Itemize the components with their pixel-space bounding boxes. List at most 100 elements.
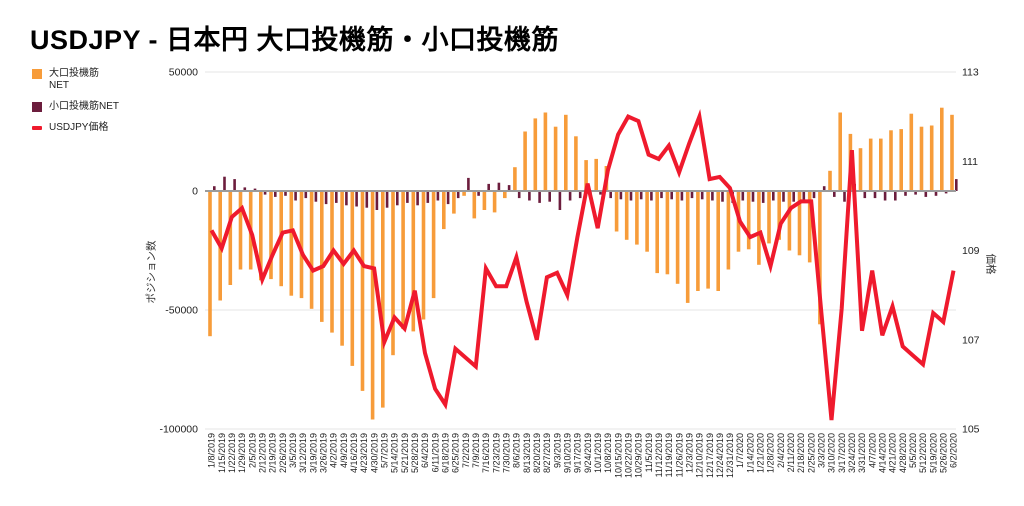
bar-large-spec xyxy=(452,191,456,214)
bar-small-spec xyxy=(426,191,430,203)
bar-small-spec xyxy=(914,191,917,195)
bar-small-spec xyxy=(507,185,511,191)
bar-small-spec xyxy=(751,191,755,202)
x-axis-date-label: 12/24/2019 xyxy=(715,433,725,478)
x-axis-date-label: 2/25/2020 xyxy=(806,433,816,473)
x-axis-date-label: 2/12/2019 xyxy=(258,433,268,473)
bar-large-spec xyxy=(828,170,832,191)
bar-large-spec xyxy=(807,191,812,263)
legend-swatch-large-spec-icon xyxy=(32,69,42,79)
x-axis-date-label: 2/18/2020 xyxy=(796,433,806,473)
bar-small-spec xyxy=(721,191,724,202)
bar-large-spec xyxy=(238,191,243,270)
bar-large-spec xyxy=(777,191,781,240)
bar-small-spec xyxy=(335,191,338,203)
bar-small-spec xyxy=(436,191,440,201)
bar-small-spec xyxy=(904,191,907,196)
x-axis-date-label: 3/12/2019 xyxy=(298,433,308,473)
x-axis-date-label: 10/15/2019 xyxy=(613,433,623,478)
bar-small-spec xyxy=(619,191,623,200)
x-axis-date-label: 4/9/2019 xyxy=(339,433,349,468)
x-axis-date-label: 1/8/2019 xyxy=(207,433,217,468)
x-axis-date-label: 4/14/2020 xyxy=(878,433,888,473)
bar-small-spec xyxy=(548,191,551,202)
bar-large-spec xyxy=(940,107,944,191)
bar-large-spec xyxy=(533,118,538,191)
x-axis-date-label: 1/22/2019 xyxy=(227,433,237,473)
x-axis-date-label: 5/21/2019 xyxy=(400,433,410,473)
bar-small-spec xyxy=(711,191,714,201)
x-axis-date-label: 4/2/2019 xyxy=(329,433,339,468)
bar-small-spec xyxy=(406,191,409,203)
bar-small-spec xyxy=(467,177,470,191)
x-axis-date-label: 7/9/2019 xyxy=(471,433,481,468)
x-axis-date-label: 1/21/2020 xyxy=(756,433,766,473)
bar-large-spec xyxy=(289,191,294,296)
x-axis-date-label: 10/22/2019 xyxy=(623,433,633,478)
bar-large-spec xyxy=(320,191,324,322)
x-axis-date-label: 9/24/2019 xyxy=(583,433,593,473)
bar-large-spec xyxy=(929,125,934,191)
x-axis-date-label: 11/26/2019 xyxy=(674,433,684,477)
bar-small-spec xyxy=(802,191,806,203)
bar-large-spec xyxy=(818,191,822,325)
bar-small-spec xyxy=(477,191,480,196)
x-axis-date-label: 4/16/2019 xyxy=(349,433,359,473)
bar-large-spec xyxy=(838,112,842,191)
legend-label-large-spec: 大口投機筋 NET xyxy=(49,68,99,91)
bar-large-spec xyxy=(696,191,700,291)
bar-small-spec xyxy=(385,191,389,208)
x-axis-date-label: 4/23/2019 xyxy=(359,433,369,473)
x-axis-date-label: 5/28/2019 xyxy=(410,433,420,473)
bar-large-spec xyxy=(635,191,639,245)
bar-large-spec xyxy=(614,191,619,232)
legend-item-price: USDJPY価格 xyxy=(32,122,119,134)
x-axis-date-label: 9/10/2019 xyxy=(563,433,573,473)
x-axis-date-label: 9/17/2019 xyxy=(573,433,583,473)
legend-item-large-spec: 大口投機筋 NET xyxy=(32,68,119,92)
bar-large-spec xyxy=(594,158,598,191)
bar-small-spec xyxy=(517,191,521,199)
bar-large-spec xyxy=(645,191,649,252)
left-axis-tick-label: 50000 xyxy=(169,67,198,79)
bar-small-spec xyxy=(843,191,846,202)
legend-swatch-small-spec-icon xyxy=(32,102,42,112)
bar-small-spec xyxy=(883,191,887,201)
bar-large-spec xyxy=(909,113,914,191)
bar-small-spec xyxy=(213,186,216,191)
bar-large-spec xyxy=(706,191,710,289)
x-axis-date-label: 5/26/2020 xyxy=(939,433,949,473)
bar-large-spec xyxy=(503,191,507,199)
bar-large-spec xyxy=(543,112,548,191)
bar-small-spec xyxy=(446,191,450,205)
x-axis-date-label: 7/30/2019 xyxy=(502,433,512,473)
bar-small-spec xyxy=(944,191,948,194)
x-axis-date-label: 7/2/2019 xyxy=(461,433,471,468)
bar-small-spec xyxy=(294,191,297,201)
x-axis-date-label: 3/26/2019 xyxy=(319,433,329,473)
bar-large-spec xyxy=(523,131,527,191)
bar-large-spec xyxy=(553,126,558,191)
bar-large-spec xyxy=(665,191,670,275)
bar-large-spec xyxy=(381,191,385,408)
bar-small-spec xyxy=(660,191,663,199)
bar-small-spec xyxy=(396,191,399,206)
bar-small-spec xyxy=(243,187,247,191)
bar-small-spec xyxy=(253,188,257,191)
x-axis-date-label: 2/4/2020 xyxy=(776,433,786,468)
bar-small-spec xyxy=(416,191,419,206)
x-axis-date-label: 12/3/2019 xyxy=(684,433,694,473)
bar-large-spec xyxy=(655,191,659,274)
bar-large-spec xyxy=(208,191,212,337)
bar-large-spec xyxy=(391,191,395,356)
bar-large-spec xyxy=(746,191,751,250)
bar-large-spec xyxy=(757,191,761,265)
bar-small-spec xyxy=(345,191,348,206)
bar-large-spec xyxy=(919,126,924,191)
bar-small-spec xyxy=(700,191,704,200)
x-axis-date-label: 6/18/2019 xyxy=(441,433,451,473)
bar-large-spec xyxy=(421,191,426,320)
x-axis-date-label: 11/5/2019 xyxy=(644,433,654,472)
bar-small-spec xyxy=(782,191,785,202)
